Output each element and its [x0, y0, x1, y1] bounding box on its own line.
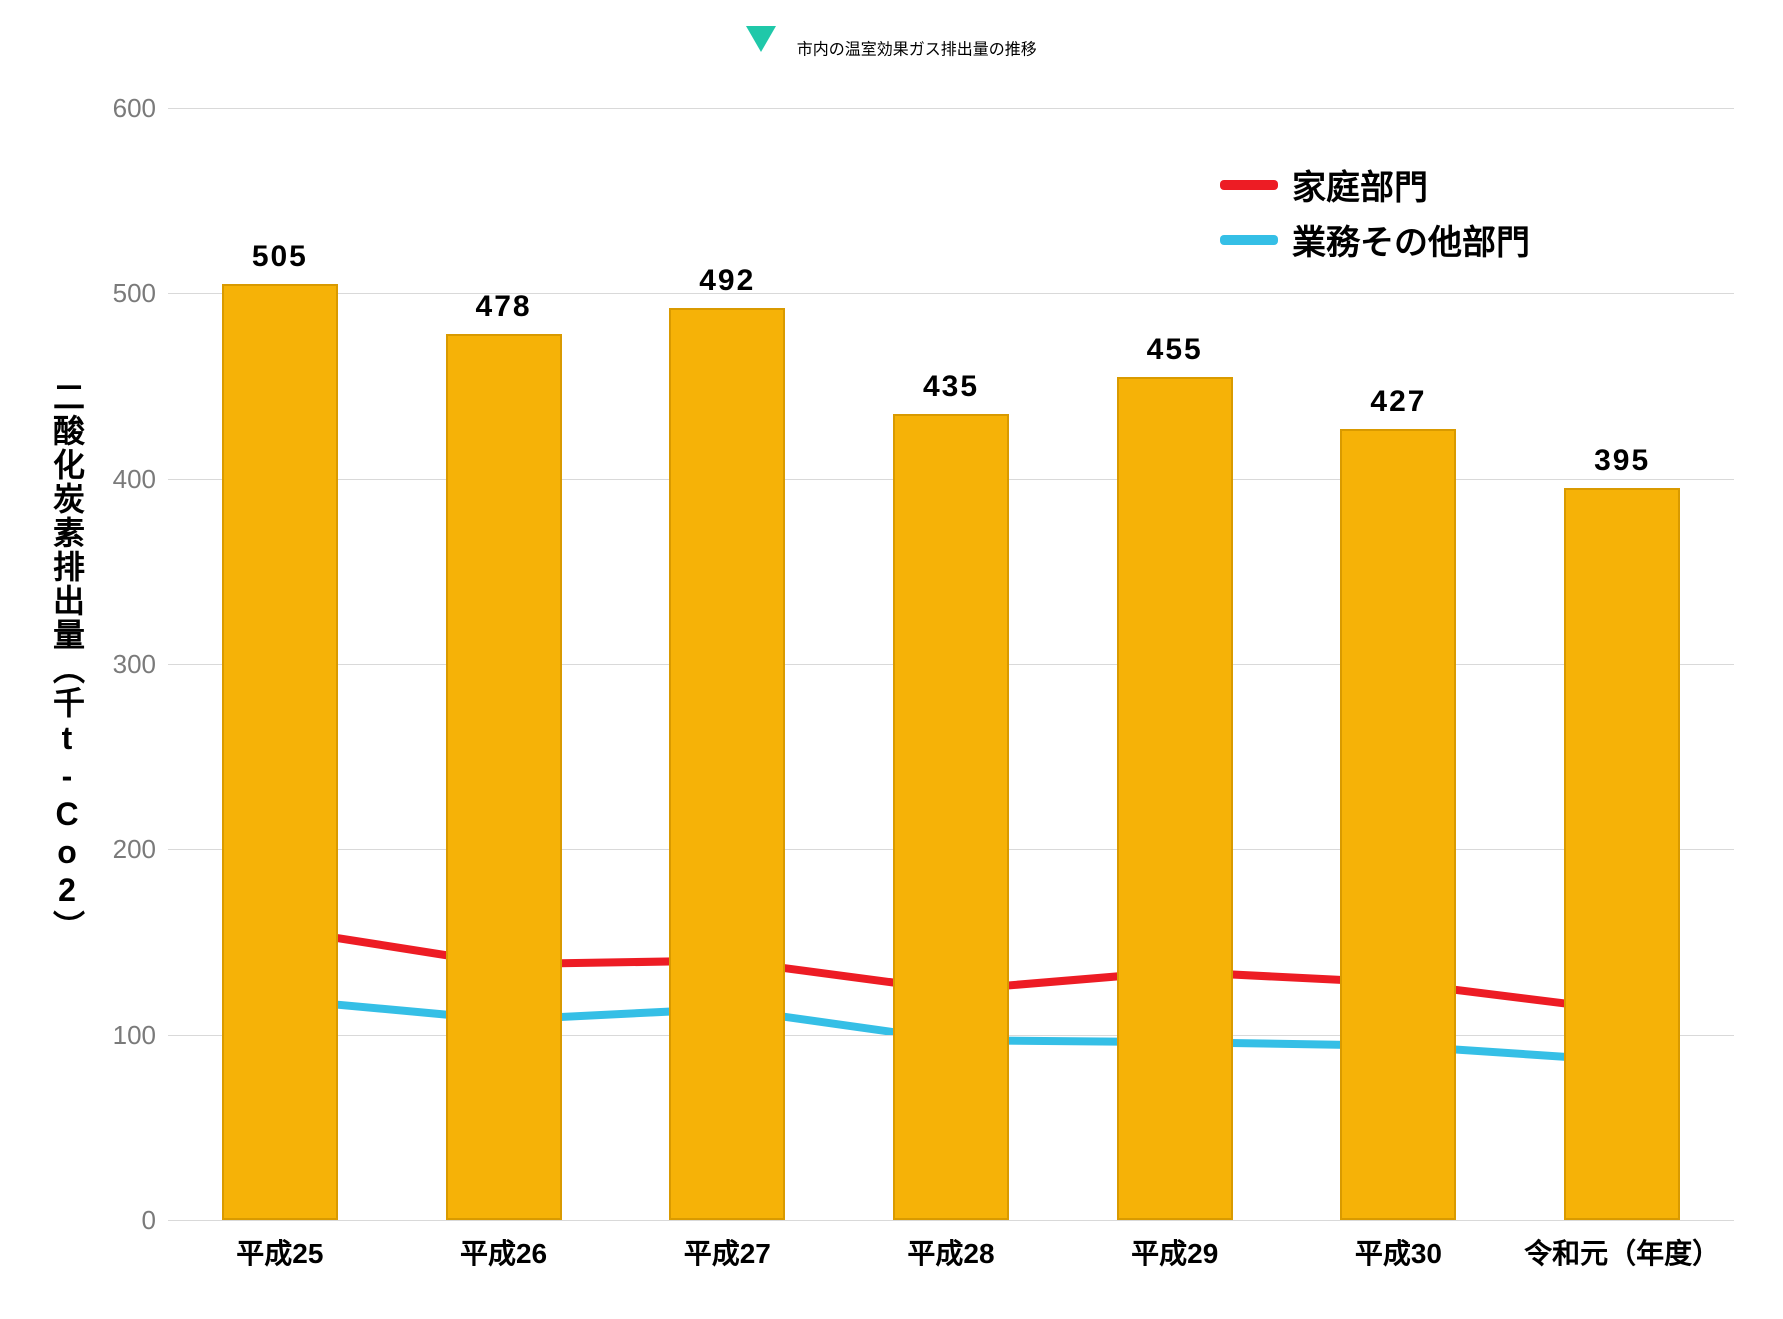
chart-title-text: 市内の温室効果ガス排出量の推移	[797, 42, 1037, 59]
gridline	[168, 1220, 1734, 1221]
bar-value-label: 435	[881, 370, 1021, 404]
y-tick-label: 100	[86, 1020, 156, 1051]
y-tick-label: 300	[86, 649, 156, 680]
title-triangle-icon	[746, 26, 776, 61]
y-tick-label: 200	[86, 834, 156, 865]
bar-value-label: 505	[210, 240, 350, 274]
x-category-label: 平成30	[1318, 1232, 1478, 1272]
y-tick-label: 600	[86, 93, 156, 124]
gridline	[168, 293, 1734, 294]
bar-value-label: 492	[657, 264, 797, 298]
bar-value-label: 455	[1105, 333, 1245, 367]
plot-area: 0100200300400500600505478492435455427395…	[168, 108, 1734, 1220]
x-category-label: 令和元（年度）	[1492, 1232, 1752, 1272]
bar-value-label: 427	[1328, 385, 1468, 419]
bar	[1117, 377, 1233, 1220]
x-category-label: 平成28	[871, 1232, 1031, 1272]
bar	[446, 334, 562, 1220]
bar	[893, 414, 1009, 1220]
x-category-label: 平成29	[1095, 1232, 1255, 1272]
bar	[222, 284, 338, 1220]
y-tick-label: 500	[86, 278, 156, 309]
y-axis-label: 二酸化炭素排出量（千t-Co2）	[44, 380, 90, 944]
bar-value-label: 478	[434, 290, 574, 324]
y-tick-label: 0	[86, 1205, 156, 1236]
gridline	[168, 108, 1734, 109]
x-category-label: 平成27	[647, 1232, 807, 1272]
x-category-label: 平成26	[424, 1232, 584, 1272]
x-category-label: 平成25	[200, 1232, 360, 1272]
y-tick-label: 400	[86, 464, 156, 495]
bar	[1564, 488, 1680, 1220]
bar	[669, 308, 785, 1220]
bar	[1340, 429, 1456, 1220]
bar-value-label: 395	[1552, 444, 1692, 478]
chart-title: 市内の温室効果ガス排出量の推移	[0, 30, 1783, 65]
